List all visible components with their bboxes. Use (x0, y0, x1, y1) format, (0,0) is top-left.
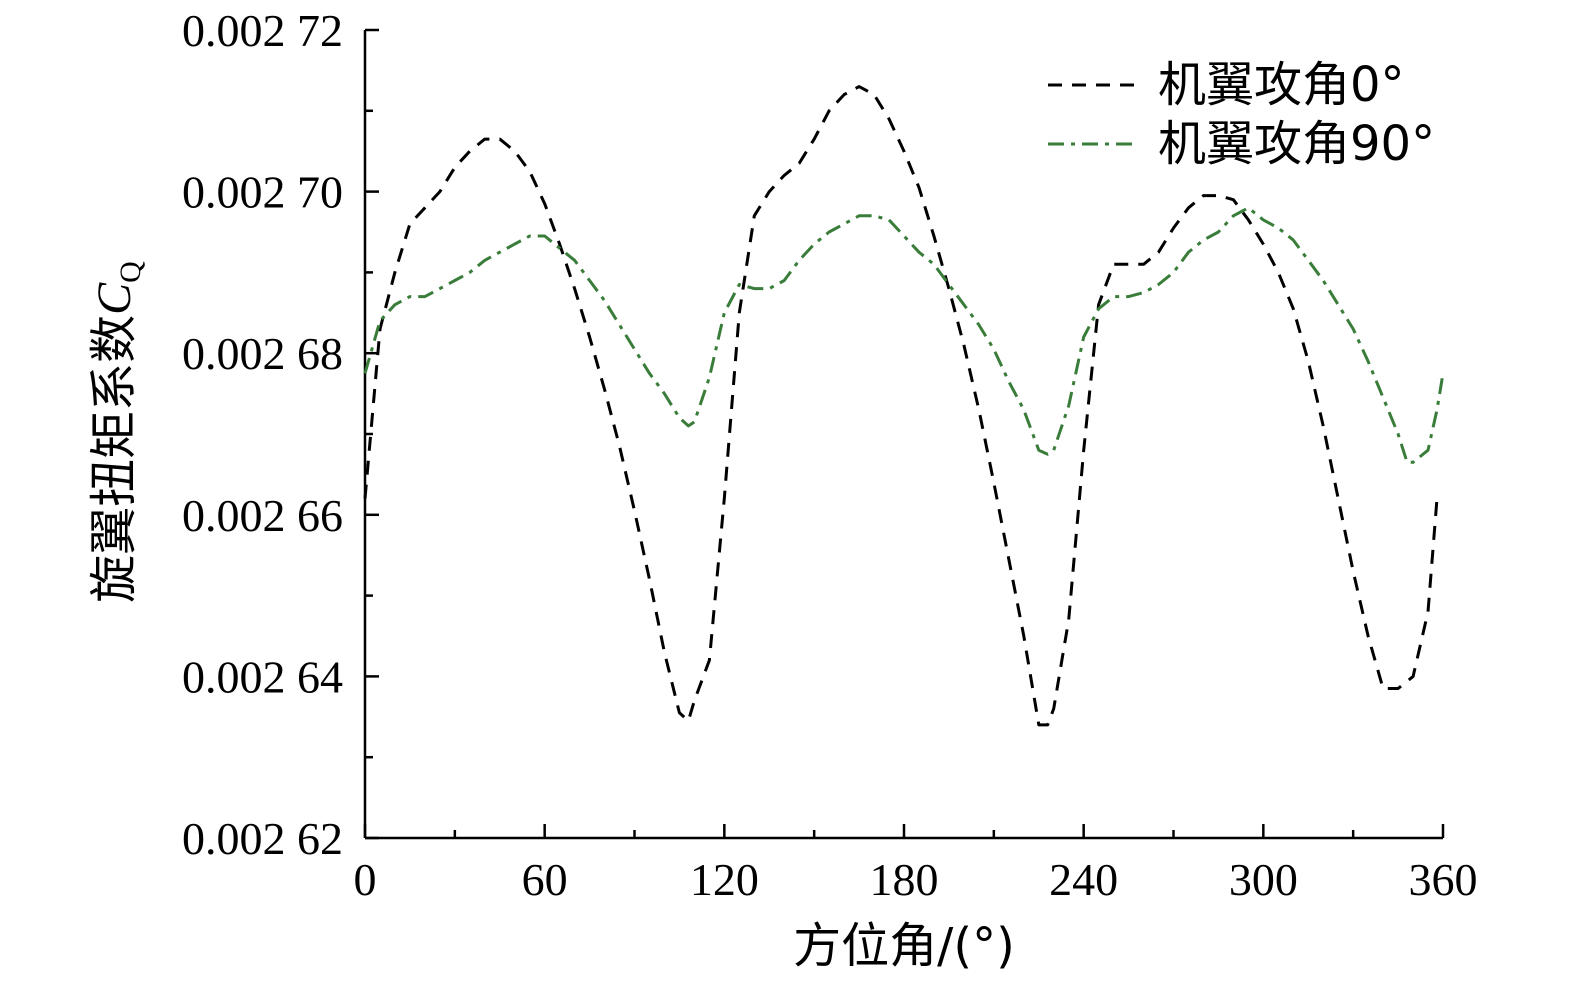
plot-lines (363, 85, 1445, 727)
x-axis-title: 方位角/(°) (793, 918, 1015, 974)
legend-label-1: 机翼攻角90° (1158, 116, 1435, 172)
legend-label-0: 机翼攻角0° (1158, 57, 1405, 113)
x-tick-label-6: 360 (1409, 854, 1478, 905)
series-line-1 (363, 206, 1445, 464)
y-tick-label-4: 0.002 70 (182, 167, 343, 218)
x-tick-label-2: 120 (690, 854, 759, 905)
tick-labels: 0 60 120 180 240 300 360 0.002 62 0.002 64 0.002 … (182, 5, 1478, 905)
y-tick-label-0: 0.002 62 (182, 813, 343, 864)
y-tick-label-3: 0.002 68 (182, 328, 343, 379)
y-tick-label-5: 0.002 72 (182, 5, 343, 56)
y-axis-title-text: 旋翼扭矩系数 (86, 315, 142, 603)
y-axis-title-symbol: C (88, 282, 141, 315)
x-tick-label-1: 60 (522, 854, 568, 905)
x-tick-label-4: 240 (1049, 854, 1118, 905)
y-tick-label-2: 0.002 66 (182, 490, 343, 541)
legend: 机翼攻角0° 机翼攻角90° (1048, 57, 1435, 172)
x-tick-label-3: 180 (870, 854, 939, 905)
x-tick-label-5: 300 (1229, 854, 1298, 905)
x-tick-label-0: 0 (354, 854, 377, 905)
y-axis-title: 旋翼扭矩系数CQ (86, 261, 147, 603)
series-line-0 (363, 85, 1443, 727)
y-axis-title-subscript: Q (114, 261, 147, 283)
y-tick-label-1: 0.002 64 (182, 651, 343, 702)
